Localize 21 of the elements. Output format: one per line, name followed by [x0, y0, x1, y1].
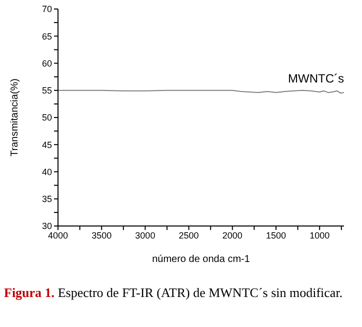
y-tick-label: 50	[42, 112, 52, 123]
text: Espectro de FT-IR (ATR) de MWNTC´s sin modificar.	[58, 285, 343, 300]
x-tick-label: 2000	[222, 230, 242, 240]
y-tick-label: 60	[42, 58, 52, 68]
y-tick-label: 65	[42, 31, 52, 42]
x-tick-label: 1500	[266, 230, 286, 240]
x-axis-title: número de onda cm-1	[152, 254, 250, 265]
x-tick-label: 1000	[310, 230, 330, 240]
y-tick-label: 55	[42, 86, 52, 96]
x-tick-label: 3500	[92, 230, 112, 240]
y-tick-label: 40	[42, 166, 52, 177]
series-label: MWNTC´s	[288, 72, 344, 86]
y-tick-label: 30	[42, 221, 52, 232]
y-axis-title: Transmitancia(%)	[10, 78, 21, 156]
x-tick-label: 4000	[48, 230, 68, 240]
y-tick-label: 45	[42, 140, 52, 150]
y-tick-label: 70	[42, 4, 52, 14]
x-tick-label: 3000	[135, 230, 156, 240]
x-tick-label: 2500	[178, 230, 199, 240]
y-tick-label: 35	[42, 194, 52, 204]
text: Figura 1.	[4, 285, 56, 300]
